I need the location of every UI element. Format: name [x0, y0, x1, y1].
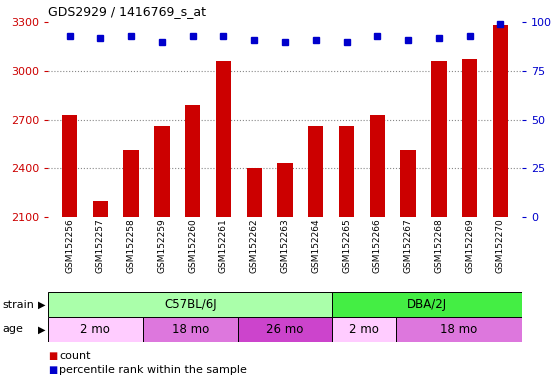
Text: 18 mo: 18 mo — [171, 323, 209, 336]
Bar — [246, 168, 262, 217]
Text: GSM152261: GSM152261 — [219, 218, 228, 273]
Bar — [237, 317, 333, 342]
Text: DBA/2J: DBA/2J — [407, 298, 447, 311]
Text: ■: ■ — [48, 365, 57, 375]
Bar — [308, 126, 324, 217]
Text: GSM152258: GSM152258 — [127, 218, 136, 273]
Bar — [333, 292, 522, 317]
Text: GSM152269: GSM152269 — [465, 218, 474, 273]
Bar — [431, 61, 446, 217]
Text: GSM152268: GSM152268 — [435, 218, 444, 273]
Bar — [92, 201, 108, 217]
Text: ▶: ▶ — [38, 324, 45, 334]
Text: ■: ■ — [48, 351, 57, 361]
Text: 26 mo: 26 mo — [267, 323, 304, 336]
Text: GSM152262: GSM152262 — [250, 218, 259, 273]
Bar — [333, 317, 395, 342]
Text: age: age — [2, 324, 23, 334]
Text: GSM152267: GSM152267 — [404, 218, 413, 273]
Text: GDS2929 / 1416769_s_at: GDS2929 / 1416769_s_at — [48, 5, 206, 18]
Text: GSM152260: GSM152260 — [188, 218, 197, 273]
Text: GSM152257: GSM152257 — [96, 218, 105, 273]
Bar — [339, 126, 354, 217]
Bar — [143, 317, 237, 342]
Bar — [154, 126, 170, 217]
Text: 2 mo: 2 mo — [81, 323, 110, 336]
Bar — [185, 105, 200, 217]
Text: GSM152264: GSM152264 — [311, 218, 320, 273]
Text: GSM152259: GSM152259 — [157, 218, 166, 273]
Text: count: count — [59, 351, 91, 361]
Text: GSM152263: GSM152263 — [281, 218, 290, 273]
Bar — [62, 115, 77, 217]
Bar — [277, 163, 293, 217]
Text: 18 mo: 18 mo — [440, 323, 478, 336]
Bar — [48, 292, 333, 317]
Text: GSM152265: GSM152265 — [342, 218, 351, 273]
Bar — [216, 61, 231, 217]
Text: GSM152256: GSM152256 — [65, 218, 74, 273]
Bar — [395, 317, 522, 342]
Bar — [123, 151, 139, 217]
Bar — [462, 60, 477, 217]
Text: GSM152266: GSM152266 — [373, 218, 382, 273]
Text: C57BL/6J: C57BL/6J — [164, 298, 217, 311]
Text: 2 mo: 2 mo — [349, 323, 379, 336]
Bar — [400, 151, 416, 217]
Text: percentile rank within the sample: percentile rank within the sample — [59, 365, 247, 375]
Text: strain: strain — [2, 300, 34, 310]
Text: ▶: ▶ — [38, 300, 45, 310]
Bar — [370, 115, 385, 217]
Bar — [493, 25, 508, 217]
Text: GSM152270: GSM152270 — [496, 218, 505, 273]
Bar — [48, 317, 143, 342]
